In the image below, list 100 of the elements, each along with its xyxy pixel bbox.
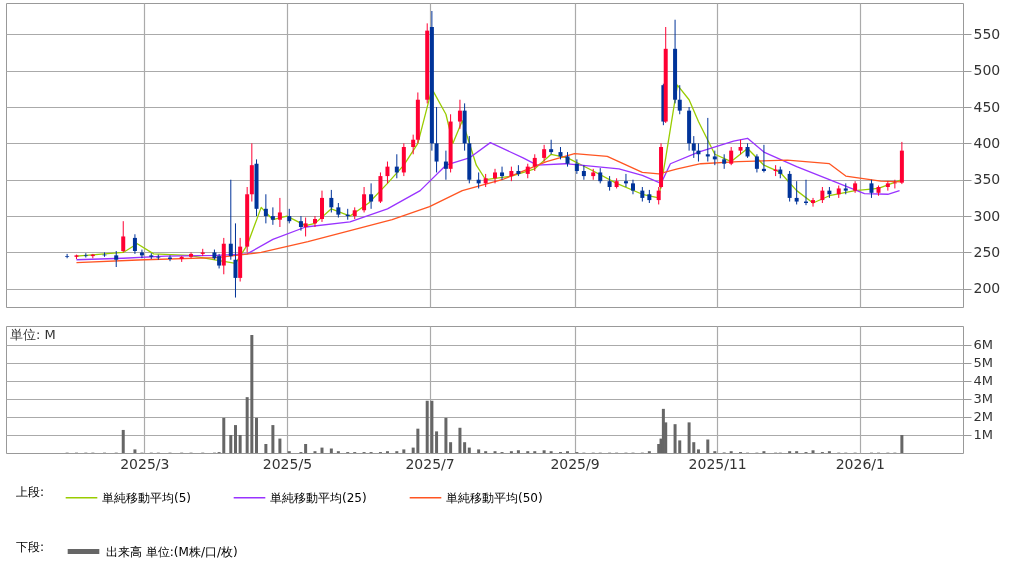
- bar: [133, 449, 137, 453]
- candlestick: [794, 180, 799, 205]
- candlestick: [691, 135, 696, 159]
- bar: [233, 425, 237, 453]
- bar: [402, 449, 406, 453]
- candlestick: [270, 206, 275, 226]
- legend-title: 下段:: [16, 540, 45, 554]
- bar: [304, 443, 308, 453]
- x-tick-label: 2025/3: [120, 455, 170, 472]
- bar: [430, 400, 434, 453]
- legend-label: 単純移動平均(50): [446, 490, 543, 505]
- bar: [416, 428, 420, 453]
- candlestick: [319, 190, 324, 223]
- candlestick: [787, 170, 792, 203]
- candlestick: [139, 249, 144, 259]
- candlestick: [729, 146, 734, 166]
- annotation: 単位: M: [10, 327, 56, 342]
- candlestick: [83, 252, 88, 259]
- y-tick-label: 200: [973, 280, 1001, 297]
- y-tick-label: 2M: [973, 409, 993, 425]
- bar: [687, 422, 691, 453]
- y-tick-label: 250: [973, 243, 1001, 260]
- y-tick-label: 6M: [973, 337, 993, 353]
- candlestick: [574, 158, 579, 175]
- candlestick: [277, 197, 282, 228]
- bar: [271, 425, 275, 453]
- candlestick: [189, 251, 194, 259]
- candlestick: [500, 166, 505, 181]
- candlestick: [443, 150, 448, 181]
- candlestick: [132, 233, 137, 255]
- y-tick-label: 3M: [973, 391, 993, 407]
- y-tick-label: 300: [973, 207, 1001, 224]
- legend-title: 上段:: [16, 485, 45, 499]
- bar: [477, 449, 481, 453]
- bar: [706, 439, 710, 453]
- candlestick: [549, 139, 554, 155]
- y-tick-label: 400: [973, 134, 1001, 151]
- bar: [222, 417, 226, 453]
- bar: [425, 400, 429, 453]
- candlestick: [121, 220, 126, 253]
- candlestick: [811, 197, 816, 208]
- candlestick: [298, 215, 303, 232]
- candlestick: [493, 168, 498, 184]
- candlestick: [221, 237, 226, 275]
- bar: [435, 431, 439, 453]
- y-tick-label: 350: [973, 171, 1001, 188]
- candlestick: [869, 179, 874, 199]
- bar: [229, 434, 233, 453]
- x-tick-label: 2026/1: [835, 455, 885, 472]
- bar: [329, 448, 333, 453]
- candlestick: [65, 253, 70, 259]
- candlestick: [677, 84, 682, 115]
- candlestick: [228, 179, 233, 261]
- legend-label: 単純移動平均(5): [102, 490, 191, 505]
- candlestick: [362, 186, 367, 213]
- legend-label: 出来高 単位:(M株/口/枚): [106, 544, 238, 559]
- bar: [458, 427, 462, 453]
- bar: [900, 434, 904, 453]
- bar: [255, 417, 259, 453]
- y-tick-label: 5M: [973, 355, 993, 371]
- x-tick-label: 2025/11: [688, 455, 747, 472]
- candlestick: [312, 215, 317, 228]
- bar: [696, 449, 700, 453]
- bar: [673, 424, 677, 453]
- bar: [320, 447, 324, 453]
- y-tick-label: 550: [973, 25, 1001, 42]
- candlestick: [542, 144, 547, 163]
- y-tick-label: 1M: [973, 427, 993, 443]
- x-tick-label: 2025/7: [405, 455, 455, 472]
- candlestick: [303, 217, 308, 237]
- bar: [250, 335, 254, 453]
- candlestick: [411, 134, 416, 155]
- bar: [811, 450, 815, 453]
- candlestick: [385, 161, 390, 184]
- bar: [467, 447, 471, 453]
- bar: [264, 443, 268, 453]
- candlestick: [581, 164, 586, 181]
- bar: [121, 429, 125, 453]
- candlestick: [263, 193, 268, 224]
- bar: [463, 442, 467, 453]
- y-tick-label: 4M: [973, 373, 993, 389]
- bar: [449, 442, 453, 453]
- bar: [444, 417, 448, 453]
- bar: [278, 438, 282, 453]
- y-tick-label: 500: [973, 62, 1001, 79]
- legend-label: 単純移動平均(25): [270, 490, 367, 505]
- bar: [238, 434, 242, 453]
- bar: [542, 450, 546, 453]
- candlestick: [369, 182, 374, 210]
- candlestick: [457, 99, 462, 130]
- x-tick-label: 2025/9: [550, 455, 600, 472]
- y-tick-label: 450: [973, 98, 1001, 115]
- bar: [657, 443, 661, 453]
- candlestick: [434, 106, 439, 173]
- x-tick-label: 2025/5: [262, 455, 313, 472]
- candlestick: [885, 180, 890, 192]
- candlestick: [329, 189, 334, 213]
- candlestick: [233, 222, 238, 299]
- candlestick: [754, 153, 759, 173]
- bar: [516, 450, 520, 453]
